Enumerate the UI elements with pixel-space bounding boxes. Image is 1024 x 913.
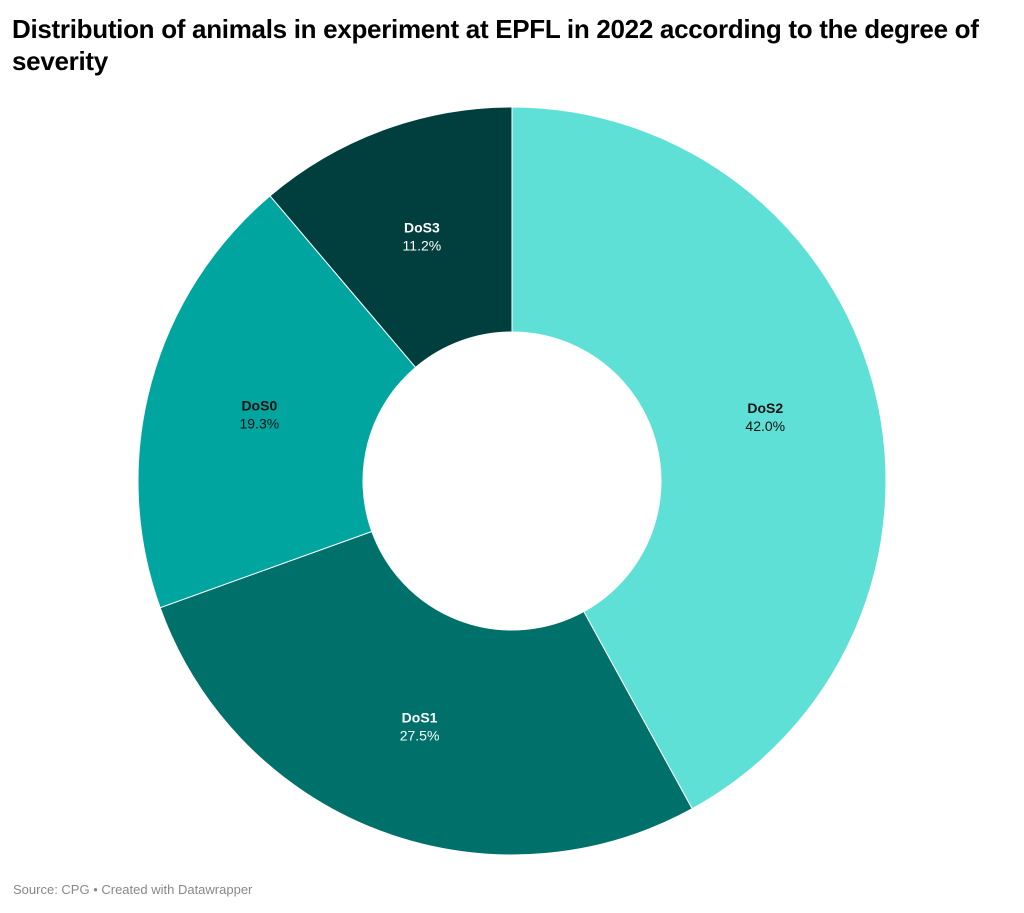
donut-slice-dos1 — [159, 530, 693, 856]
donut-slice-dos0 — [137, 195, 417, 609]
slice-label-dos1: DoS1 27.5% — [400, 710, 440, 744]
slice-label-name: DoS2 — [747, 400, 783, 416]
donut-slice-dos3 — [269, 106, 513, 369]
slice-label-value: 19.3% — [239, 416, 279, 432]
slice-label-dos0: DoS0 19.3% — [239, 398, 279, 432]
source-footer: Source: CPG • Created with Datawrapper — [13, 882, 253, 897]
slice-label-dos2: DoS2 42.0% — [745, 400, 785, 434]
slice-label-name: DoS1 — [402, 710, 438, 726]
slice-label-name: DoS3 — [404, 220, 440, 236]
slice-label-name: DoS0 — [241, 398, 277, 414]
donut-slice-dos2 — [511, 106, 887, 810]
chart-title: Distribution of animals in experiment at… — [12, 14, 979, 76]
slice-label-value: 42.0% — [745, 418, 785, 434]
slice-label-value: 11.2% — [403, 238, 442, 254]
slice-label-value: 27.5% — [400, 728, 440, 744]
slice-label-dos3: DoS3 11.2% — [403, 220, 442, 254]
